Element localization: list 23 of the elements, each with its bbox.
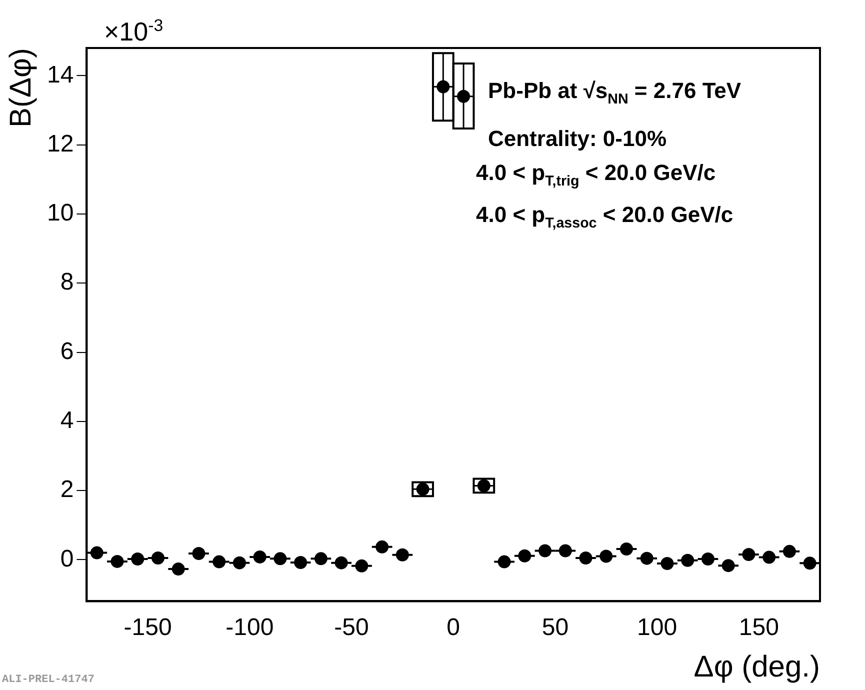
text: ×10$^{-3}$ [104,16,164,48]
x-tick-label: -50 [334,614,369,642]
x-tick-label: -150 [124,614,172,642]
y-tick-label: 6 [60,338,74,365]
x-tick-label: 0 [446,614,460,642]
x-tick-label: 50 [542,614,569,642]
annotation: Centrality: 0-10% [488,126,667,152]
text: ALI-PREL-41747 [2,674,94,686]
x-axis-title: Δφ (deg.) [694,650,820,684]
x-tick-label: 100 [637,614,678,642]
y-tick-label: 4 [60,407,74,434]
y-tick-label: 2 [60,476,74,504]
y-tick-label: 8 [60,268,74,296]
y-tick-label: 0 [60,545,74,572]
annotation: 4.0 < p$_{T,trig}$ < 20.0 GeV/c [476,160,716,190]
y-axis-title: B(Δφ) [4,48,38,128]
y-tick-label: 14 [46,61,74,88]
x-tick-label: 150 [738,614,779,642]
y-tick-label: 10 [46,200,74,227]
y-tick-label: 12 [46,130,74,158]
annotation: 4.0 < p$_{T,assoc}$ < 20.0 GeV/c [476,202,734,232]
x-tick-label: -100 [226,614,274,642]
annotation: Pb-Pb at √s$_{NN}$ = 2.76 TeV [488,78,742,108]
